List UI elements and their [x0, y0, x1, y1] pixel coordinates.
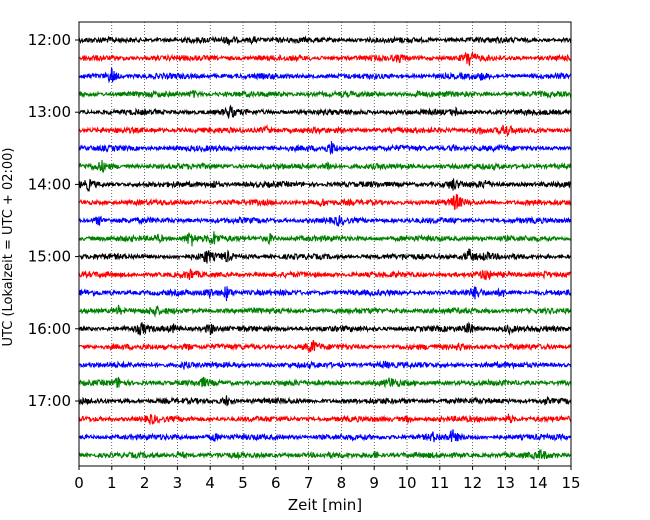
plot-area-frame	[78, 21, 572, 467]
y-tick-label: 14:00	[28, 175, 71, 193]
seismic-trace-1715	[78, 413, 572, 425]
seismic-trace-1315	[78, 123, 572, 137]
seismic-trace-1600	[78, 321, 572, 336]
x-axis-label: Zeit [min]	[288, 496, 362, 514]
y-tick-label: 13:00	[28, 103, 71, 121]
seismic-trace-1245	[78, 89, 572, 100]
x-tick-label: 4	[205, 474, 215, 492]
seismic-trace-1545	[78, 304, 572, 318]
x-tick-label: 5	[238, 474, 248, 492]
x-tick-label: 11	[430, 474, 449, 492]
seismic-trace-1430	[78, 215, 572, 227]
y-axis-label: UTC (Lokalzeit = UTC + 02:00)	[1, 148, 16, 347]
x-tick-label: 0	[74, 474, 84, 492]
x-axis-ticks: 0 1 2 3 4 5 6 7 8 9 10 11 12 13 14 15	[74, 466, 581, 492]
seismic-trace-1415	[78, 194, 572, 210]
x-tick-label: 10	[397, 474, 416, 492]
seismic-trace-1730	[78, 429, 572, 443]
x-tick-label: 7	[304, 474, 314, 492]
seismic-trace-1345	[78, 159, 572, 173]
seismic-trace-1215	[78, 50, 572, 66]
seismic-trace-1530	[78, 286, 572, 302]
seismic-trace-1500	[78, 248, 572, 264]
x-tick-label: 9	[369, 474, 379, 492]
x-tick-label: 3	[173, 474, 183, 492]
x-tick-label: 6	[271, 474, 281, 492]
seismic-trace-1445	[78, 231, 572, 247]
seismic-trace-1615	[78, 339, 572, 353]
x-tick-label: 12	[463, 474, 482, 492]
seismic-trace-1700	[78, 395, 572, 407]
y-tick-label: 12:00	[28, 31, 71, 49]
x-tick-label: 15	[561, 474, 580, 492]
vertical-gridlines	[111, 22, 539, 466]
x-tick-label: 8	[337, 474, 347, 492]
seismic-trace-1230	[78, 67, 572, 84]
y-tick-label: 15:00	[28, 248, 71, 266]
x-tick-label: 14	[529, 474, 548, 492]
seismic-trace-1200	[78, 35, 572, 46]
y-axis-ticks: 12:00 13:00 14:00 15:00 16:00 17:00	[28, 31, 79, 410]
seismic-trace-1515	[78, 268, 572, 281]
seismic-trace-1745	[78, 449, 572, 461]
seismic-traces	[78, 35, 572, 461]
x-tick-label: 1	[107, 474, 117, 492]
x-tick-label: 13	[496, 474, 515, 492]
seismic-trace-1645	[78, 376, 572, 389]
seismic-trace-1400	[78, 178, 572, 192]
seismic-trace-1330	[78, 141, 572, 156]
y-tick-label: 17:00	[28, 392, 71, 410]
seismic-trace-1630	[78, 360, 572, 370]
y-tick-label: 16:00	[28, 320, 71, 338]
seismic-trace-1300	[78, 104, 572, 119]
x-tick-label: 2	[140, 474, 150, 492]
